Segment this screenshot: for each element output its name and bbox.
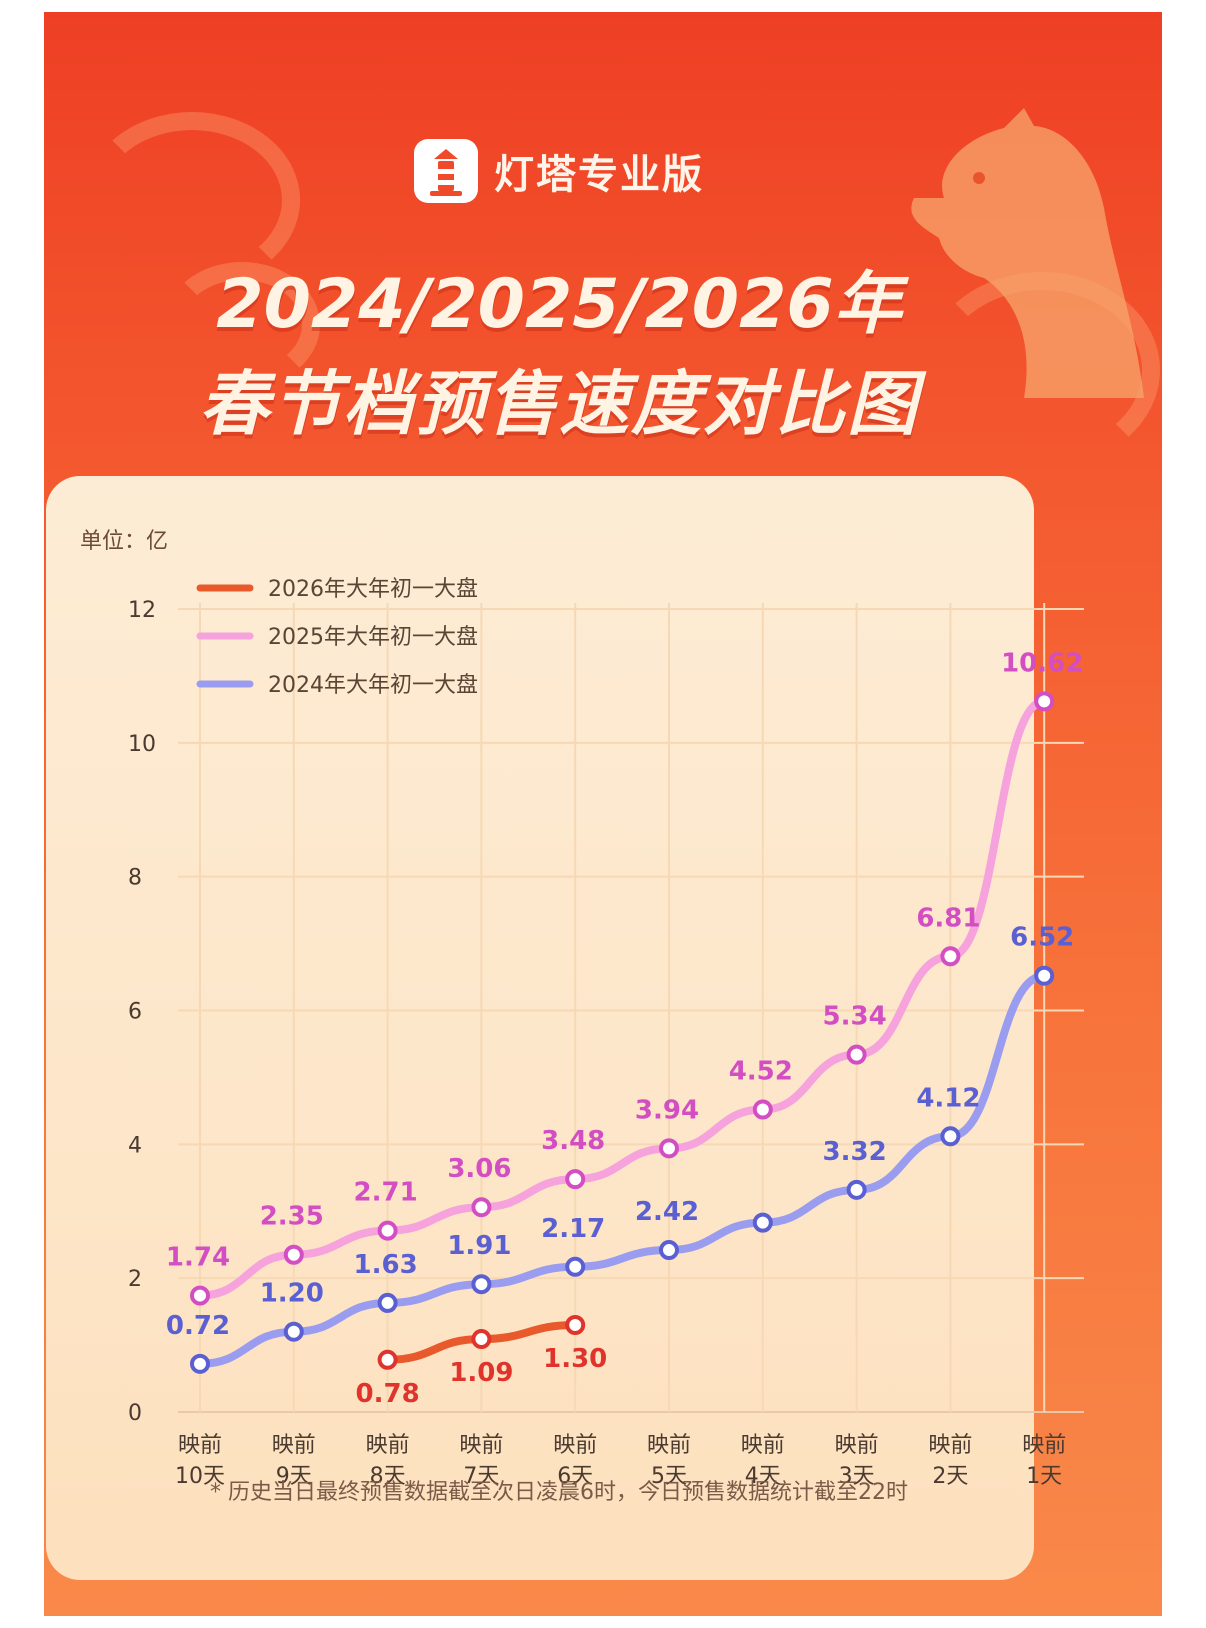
data-label-s2024: 2.42: [635, 1197, 699, 1227]
x-tick-label: 3天: [839, 1464, 875, 1489]
data-point-s2026: [565, 1315, 586, 1336]
data-point-s2024: [940, 1126, 961, 1147]
y-tick-label: 0: [128, 1401, 142, 1426]
data-point-s2024: [846, 1179, 867, 1200]
data-label-s2025: 2.71: [354, 1178, 418, 1208]
series-line-s2025: [196, 697, 1049, 1300]
x-tick-label: 映前: [928, 1433, 972, 1458]
data-point-s2026: [377, 1349, 398, 1370]
data-label-s2024: 6.52: [1010, 923, 1074, 953]
data-label-s2024: 1.20: [260, 1279, 324, 1309]
x-tick-label: 2天: [932, 1464, 968, 1489]
data-label-s2024: 1.63: [354, 1250, 418, 1280]
x-tick-label: 7天: [463, 1464, 499, 1489]
data-label-s2026: 1.30: [543, 1344, 607, 1374]
data-label-s2025: 1.74: [166, 1243, 230, 1273]
data-point-s2024: [659, 1240, 679, 1261]
data-label-s2026: 0.78: [356, 1379, 420, 1409]
footnote: * 历史当日最终预售数据截至次日凌晨6时，今日预售数据统计截至22时: [210, 1480, 908, 1505]
series-line-s2024: [196, 971, 1049, 1368]
data-point-s2025: [190, 1285, 210, 1306]
x-tick-label: 4天: [745, 1464, 781, 1489]
data-point-s2025: [752, 1099, 773, 1120]
legend-label-s2025: 2025年大年初一大盘: [268, 625, 478, 650]
x-tick-label: 映前: [178, 1433, 222, 1458]
y-tick-label: 4: [128, 1133, 142, 1158]
x-tick-label: 10天: [175, 1464, 225, 1489]
data-label-s2024: 4.12: [916, 1083, 980, 1113]
title-subject: 春节档预售速度对比图: [199, 363, 919, 445]
brand: 灯塔专业版: [414, 136, 704, 206]
data-label-s2024: 3.32: [823, 1137, 887, 1167]
title-years: 2024/2025/2026年: [216, 265, 902, 344]
unit-label: 单位：亿: [80, 529, 169, 554]
data-point-s2025: [659, 1138, 679, 1159]
chart-card: [46, 476, 1034, 1580]
x-tick-label: 映前: [835, 1433, 879, 1458]
brand-name: 灯塔专业版: [494, 152, 704, 198]
data-point-s2025: [283, 1244, 304, 1265]
x-tick-label: 映前: [553, 1433, 597, 1458]
data-label-s2025: 2.35: [260, 1202, 324, 1232]
data-label-s2025: 6.81: [916, 903, 980, 933]
x-tick-label: 8天: [370, 1464, 406, 1489]
legend-label-s2026: 2026年大年初一大盘: [268, 577, 478, 602]
data-point-s2026: [471, 1329, 492, 1350]
data-label-s2025: 3.94: [635, 1095, 699, 1125]
x-tick-label: 5天: [651, 1464, 687, 1489]
data-point-s2024: [1034, 965, 1055, 986]
data-point-s2024: [283, 1321, 304, 1342]
y-tick-label: 2: [128, 1267, 142, 1292]
data-point-s2025: [565, 1169, 586, 1190]
x-tick-label: 映前: [1022, 1433, 1066, 1458]
data-point-s2025: [846, 1044, 867, 1065]
x-tick-label: 6天: [557, 1464, 593, 1489]
y-tick-label: 6: [128, 1000, 142, 1025]
x-tick-label: 映前: [459, 1433, 503, 1458]
data-label-s2025: 10.62: [1001, 648, 1083, 678]
data-point-s2024: [190, 1353, 210, 1374]
data-point-s2024: [752, 1212, 773, 1233]
data-point-s2025: [1034, 691, 1055, 712]
y-tick-label: 12: [128, 598, 156, 623]
legend-label-s2024: 2024年大年初一大盘: [268, 673, 478, 698]
data-label-s2025: 4.52: [729, 1057, 793, 1087]
lighthouse-icon: [414, 139, 478, 203]
data-label-s2025: 3.06: [447, 1154, 511, 1184]
data-point-s2024: [471, 1274, 492, 1295]
y-tick-label: 10: [128, 732, 156, 757]
horse-icon: [911, 108, 1144, 398]
x-tick-label: 映前: [741, 1433, 785, 1458]
x-tick-label: 映前: [272, 1433, 316, 1458]
data-point-s2025: [377, 1220, 398, 1241]
data-label-s2024: 2.17: [541, 1214, 605, 1244]
data-point-s2024: [565, 1256, 586, 1277]
data-label-s2026: 1.09: [449, 1358, 513, 1388]
x-tick-label: 9天: [276, 1464, 312, 1489]
data-label-s2025: 3.48: [541, 1126, 605, 1156]
data-label-s2024: 1.91: [447, 1231, 511, 1261]
data-point-s2025: [471, 1197, 492, 1218]
x-tick-label: 映前: [647, 1433, 691, 1458]
x-tick-label: 1天: [1026, 1464, 1062, 1489]
data-point-s2024: [377, 1292, 398, 1313]
y-tick-label: 8: [128, 866, 142, 891]
x-tick-label: 映前: [366, 1433, 410, 1458]
data-label-s2025: 5.34: [823, 1002, 887, 1032]
data-point-s2025: [940, 946, 961, 967]
data-label-s2024: 0.72: [166, 1311, 230, 1341]
